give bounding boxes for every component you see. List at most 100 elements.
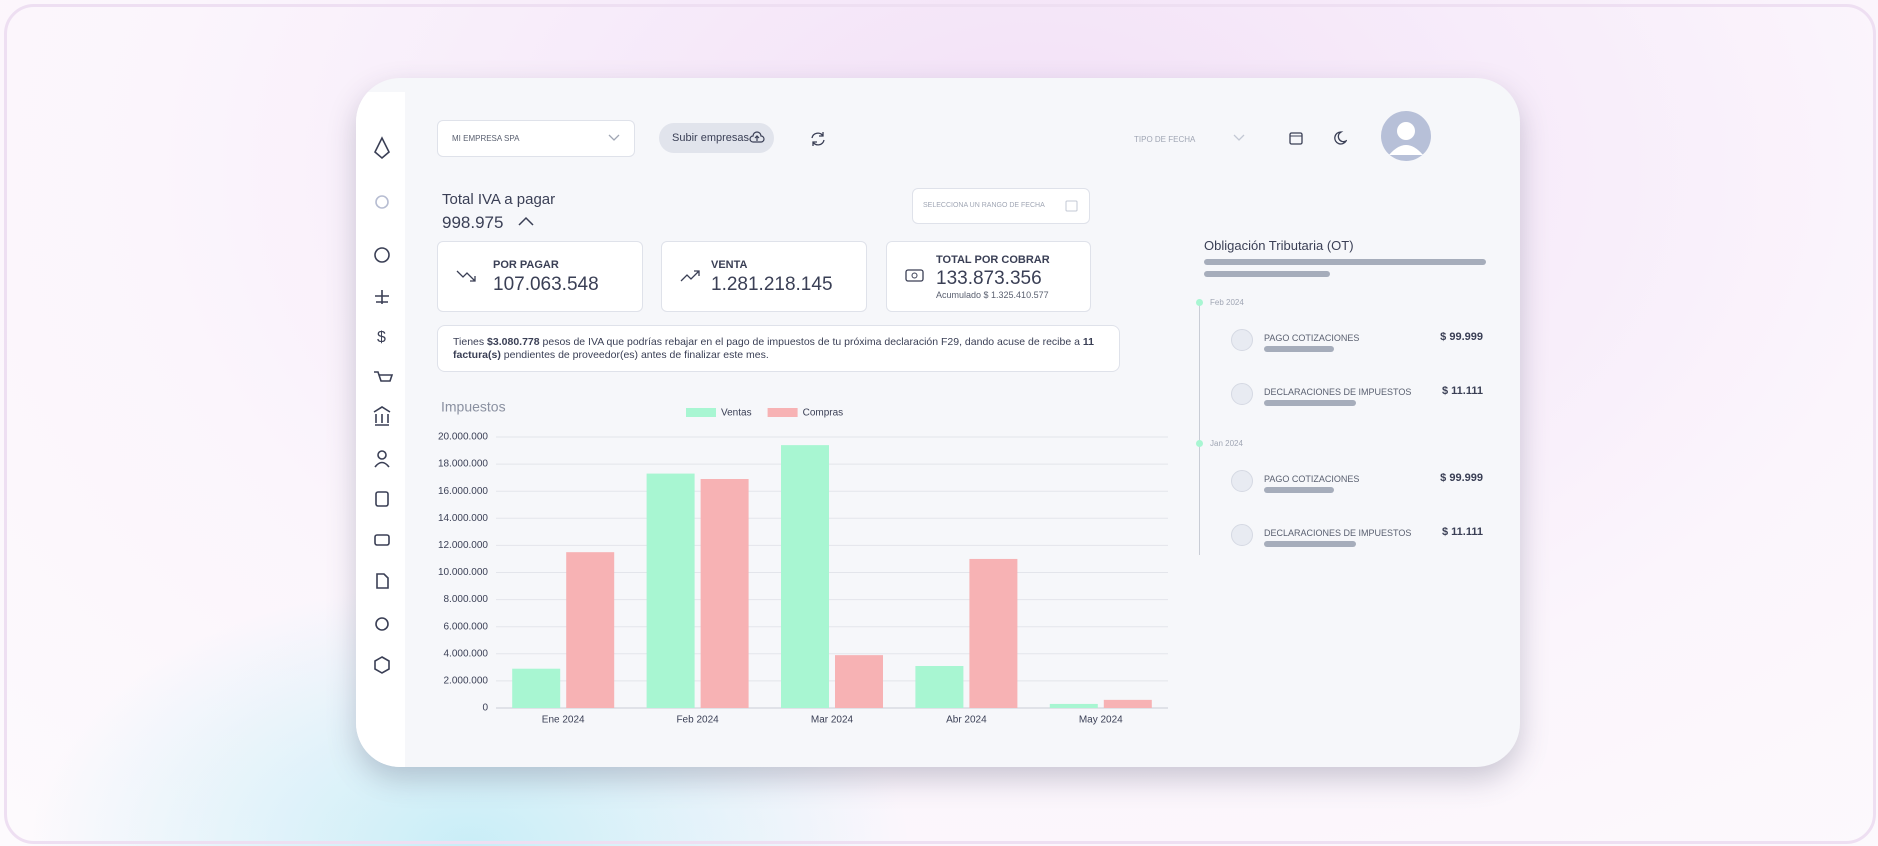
nav-icon[interactable]: [377, 450, 387, 460]
placeholder-bar: [1264, 400, 1356, 406]
item-label: PAGO COTIZACIONES: [1264, 474, 1360, 484]
y-tick-label: 12.000.000: [438, 540, 488, 551]
y-tick-label: 8.000.000: [444, 594, 489, 605]
highlight: 11 factura(s): [453, 336, 1094, 361]
frame: [4, 4, 1876, 844]
legend-label: Compras: [803, 408, 844, 419]
text: Tienes: [453, 336, 488, 348]
notice: Tienes $3.080.778 pesos de IVA que podrí…: [437, 325, 1120, 372]
y-tick-label: 18.000.000: [438, 459, 488, 470]
item-label: DECLARACIONES DE IMPUESTOS: [1264, 528, 1412, 538]
x-tick-label: Mar 2024: [811, 715, 854, 726]
bar: [781, 445, 829, 708]
item-icon[interactable]: [1231, 524, 1253, 546]
card-value: 107.063.548: [493, 274, 599, 295]
company-name: MI EMPRESA SPA: [452, 134, 520, 143]
y-tick-label: 0: [482, 703, 488, 714]
card: VENTA 1.281.218.145: [661, 241, 867, 312]
caret-up[interactable]: [518, 216, 534, 226]
card-value: 133.873.356: [936, 268, 1042, 289]
item-amount: $ 11.111: [1442, 526, 1483, 538]
timeline-date: Jan 2024: [1210, 439, 1243, 448]
card: TOTAL POR COBRAR 133.873.356 Acumulado $…: [886, 241, 1091, 312]
calendar-icon: [1065, 200, 1078, 212]
nav-icon[interactable]: $: [377, 329, 386, 346]
y-tick-label: 14.000.000: [438, 513, 488, 524]
item-icon[interactable]: [1231, 383, 1253, 405]
nav-icon[interactable]: [374, 247, 390, 263]
item-amount: $ 11.111: [1442, 385, 1483, 397]
item-icon[interactable]: [1231, 329, 1253, 351]
bar: [835, 655, 883, 708]
bar: [1049, 703, 1098, 708]
item-label: DECLARACIONES DE IMPUESTOS: [1264, 387, 1412, 397]
nav-icon[interactable]: [375, 617, 389, 631]
text: pendientes de proveedor(es) antes de fin…: [500, 349, 769, 361]
chart-title: Impuestos: [441, 399, 506, 415]
bar: [1103, 699, 1152, 708]
upload-button[interactable]: Subir empresas: [659, 123, 774, 153]
upload-label: Subir empresas: [672, 132, 750, 144]
user-icon[interactable]: [375, 195, 389, 209]
nav-icon[interactable]: [375, 491, 389, 507]
nav-icon[interactable]: [373, 406, 391, 426]
date-range-label: SELECCIONA UN RANGO DE FECHA: [923, 202, 1045, 209]
summary-title: Total IVA a pagar: [442, 191, 556, 208]
bar: [646, 473, 695, 708]
bar: [700, 479, 749, 708]
x-tick-label: Feb 2024: [676, 715, 719, 726]
item-icon[interactable]: [1231, 470, 1253, 492]
placeholder-bar: [1204, 271, 1330, 277]
refresh-icon[interactable]: [809, 130, 827, 148]
item-amount: $ 99.999: [1440, 472, 1483, 484]
theme-icon[interactable]: [1331, 130, 1347, 146]
sidebar: $: [356, 92, 405, 767]
card-value: 1.281.218.145: [711, 274, 833, 295]
card-label: VENTA: [711, 259, 748, 271]
dashboard: $ MI EMPRESA SPA Subir empresas TIPO DE …: [356, 78, 1520, 767]
cloud-icon: [749, 131, 765, 143]
bar: [969, 558, 1018, 708]
y-tick-label: 4.000.000: [444, 648, 489, 659]
avatar[interactable]: [1380, 110, 1432, 162]
timeline-title: Obligación Tributaria (OT): [1204, 238, 1354, 253]
placeholder-bar: [1264, 541, 1356, 547]
bar: [915, 665, 964, 708]
summary-value: 998.975: [442, 213, 504, 232]
legend-label: Ventas: [721, 408, 752, 419]
nav-icon[interactable]: [374, 534, 390, 546]
timeline-dot: [1196, 299, 1203, 306]
highlight: $3.080.778: [487, 336, 540, 348]
card-label: POR PAGAR: [493, 259, 559, 271]
date-type[interactable]: TIPO DE FECHA: [1134, 135, 1196, 144]
nav-icon[interactable]: [374, 656, 390, 674]
nav-icon[interactable]: [375, 290, 389, 304]
y-tick-label: 6.000.000: [444, 621, 489, 632]
x-tick-label: Ene 2024: [542, 715, 585, 726]
legend-swatch: [767, 408, 798, 417]
item-amount: $ 99.999: [1440, 331, 1483, 343]
calendar-icon[interactable]: [1288, 130, 1304, 146]
nav-icon[interactable]: [374, 461, 390, 468]
sidebar-icons: $: [373, 136, 394, 674]
chevron: [608, 134, 620, 141]
placeholder-bar: [1264, 346, 1334, 352]
nav-icon[interactable]: [376, 573, 389, 589]
trend-up-icon: [680, 270, 700, 282]
nav-icon[interactable]: [374, 371, 394, 382]
timeline-line: [1199, 302, 1200, 555]
y-tick-label: 16.000.000: [438, 486, 488, 497]
chevron: [1233, 134, 1245, 141]
date-range[interactable]: SELECCIONA UN RANGO DE FECHA: [912, 188, 1090, 224]
card-label: TOTAL POR COBRAR: [936, 254, 1050, 266]
item-label: PAGO COTIZACIONES: [1264, 333, 1360, 343]
company-select[interactable]: MI EMPRESA SPA: [437, 120, 635, 157]
logo: [374, 136, 390, 160]
y-tick-label: 10.000.000: [438, 567, 488, 578]
x-tick-label: Abr 2024: [946, 715, 987, 726]
notice-text: Tienes $3.080.778 pesos de IVA que podrí…: [453, 336, 1108, 362]
bar: [566, 552, 615, 708]
